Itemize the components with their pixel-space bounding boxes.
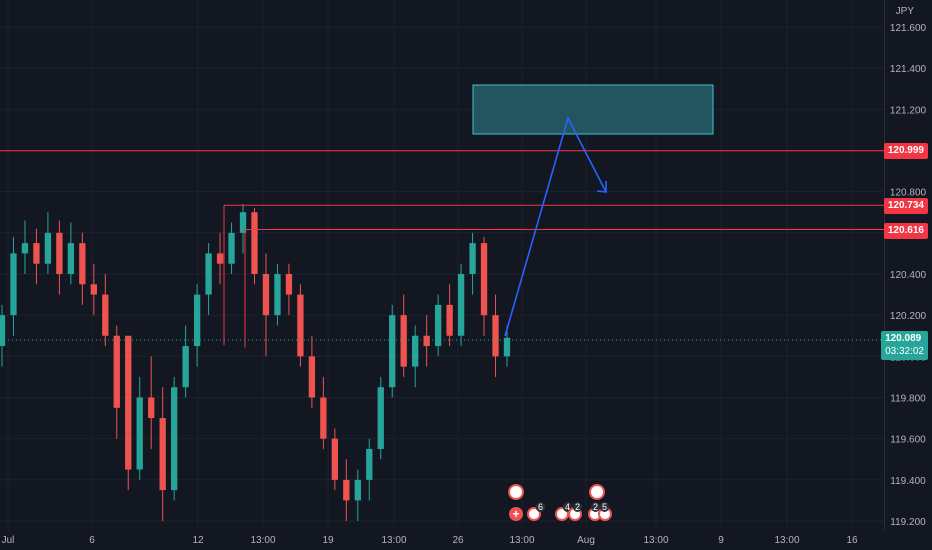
candle-body[interactable] [400, 315, 407, 367]
candle-body[interactable] [79, 243, 86, 285]
candle-body[interactable] [366, 448, 373, 480]
x-tick-label: 26 [452, 535, 464, 546]
candle-body[interactable] [171, 387, 178, 491]
candle-body[interactable] [136, 397, 143, 470]
x-tick-label: 12 [192, 535, 204, 546]
x-tick-label: 13:00 [643, 535, 668, 546]
candle-body[interactable] [412, 335, 419, 367]
candle-body[interactable] [480, 243, 488, 316]
candle-body[interactable] [148, 397, 155, 419]
candle-body[interactable] [320, 397, 327, 439]
event-count-badge: 2 [591, 502, 601, 512]
candle-body[interactable] [56, 232, 63, 274]
candle-body[interactable] [274, 274, 281, 316]
event-flag-icon[interactable] [589, 484, 605, 500]
x-tick-label: Aug [577, 535, 595, 546]
candle-body[interactable] [125, 335, 132, 470]
y-tick-label: 121.400 [890, 64, 927, 75]
candle-body[interactable] [331, 438, 338, 480]
x-tick-label: 19 [322, 535, 334, 546]
event-flag-icon[interactable] [508, 484, 524, 500]
x-tick-label: 6 [89, 535, 95, 546]
level-3-tag: 120.616 [883, 223, 928, 239]
candle-body[interactable] [10, 253, 17, 316]
current-price-value: 120.089 [885, 333, 922, 344]
candle-body[interactable] [205, 253, 212, 295]
x-tick-label: 13:00 [774, 535, 799, 546]
current-price-tag: 120.089 03:32:02 [881, 331, 928, 360]
arrowhead [596, 181, 607, 193]
y-tick-label: 119.200 [890, 517, 926, 528]
y-tick-label: 119.600 [890, 435, 926, 446]
x-tick-label: 13:00 [381, 535, 406, 546]
candle-body[interactable] [469, 243, 476, 274]
candle-body[interactable] [102, 294, 109, 336]
x-tick-label: 9 [718, 535, 724, 546]
candle-body[interactable] [434, 304, 442, 347]
event-count-badge: 6 [536, 502, 546, 512]
candle-body[interactable] [297, 294, 304, 357]
candle-body[interactable] [0, 315, 6, 347]
price-axis-separator [884, 0, 885, 531]
candle-body[interactable] [251, 212, 258, 274]
candle-body[interactable] [193, 294, 201, 347]
candle-body[interactable] [113, 335, 120, 408]
add-event-icon[interactable]: + [509, 507, 523, 521]
y-tick-label: 121.600 [890, 23, 927, 34]
y-tick-label: 119.400 [890, 476, 926, 487]
candle-body[interactable] [159, 418, 166, 491]
y-tick-label: 120.400 [890, 270, 927, 281]
candle-body[interactable] [33, 243, 40, 264]
candle-body[interactable] [90, 284, 97, 295]
candle-body[interactable] [446, 304, 453, 336]
candle-body[interactable] [354, 479, 361, 501]
candle-body[interactable] [377, 387, 384, 449]
candle-body[interactable] [228, 232, 235, 264]
x-tick-label: 13:00 [509, 535, 534, 546]
candle-body[interactable] [285, 274, 293, 295]
event-count-badge: 4 [563, 502, 573, 512]
currency-label: JPY [895, 6, 914, 17]
candle-body[interactable] [503, 337, 511, 357]
candle-body[interactable] [389, 315, 396, 388]
countdown-timer: 03:32:02 [885, 346, 924, 357]
y-tick-label: 120.200 [890, 311, 927, 322]
candle-body[interactable] [216, 253, 224, 264]
supply-zone[interactable] [472, 84, 714, 135]
level-2-tag: 120.734 [883, 198, 928, 214]
x-tick-label: Jul [2, 535, 15, 546]
candle-body[interactable] [67, 243, 75, 274]
candle-body[interactable] [239, 212, 247, 233]
candle-body[interactable] [262, 274, 270, 316]
candle-body[interactable] [457, 274, 465, 336]
y-tick-label: 120.800 [890, 188, 927, 199]
x-tick-label: 16 [846, 535, 858, 546]
event-count-badge: 2 [573, 502, 583, 512]
candle-body[interactable] [492, 315, 499, 357]
projection-arrow[interactable] [504, 115, 607, 337]
candle-body[interactable] [44, 232, 52, 264]
candle-body[interactable] [308, 356, 316, 398]
y-tick-label: 121.200 [890, 105, 927, 116]
event-count-badge: 5 [600, 502, 610, 512]
candle-body[interactable] [423, 335, 430, 347]
candle-body[interactable] [182, 346, 189, 388]
level-1-tag: 120.999 [883, 143, 928, 159]
y-tick-label: 119.800 [890, 394, 926, 405]
candle-body[interactable] [21, 243, 29, 254]
candle-body[interactable] [343, 479, 350, 501]
x-tick-label: 13:00 [250, 535, 275, 546]
